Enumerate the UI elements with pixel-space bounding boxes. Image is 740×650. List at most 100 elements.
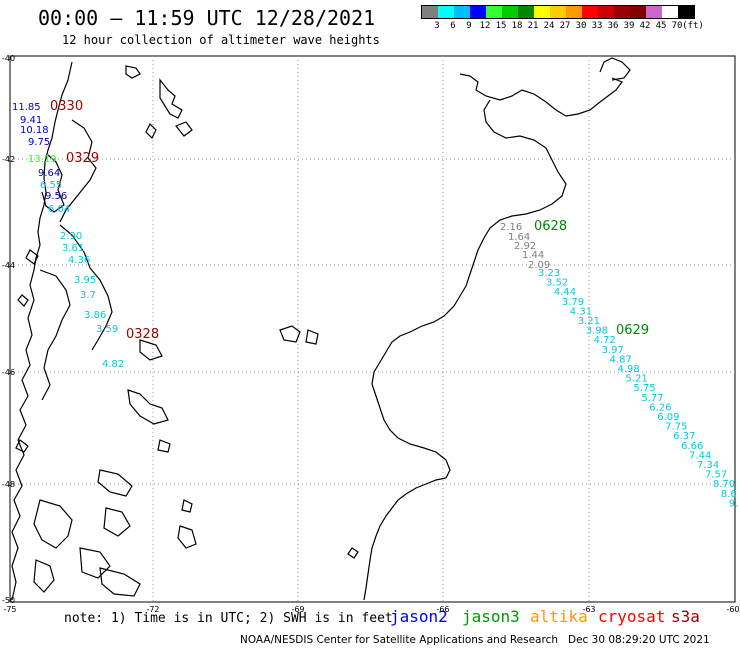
- longitude-label: -69: [291, 605, 304, 614]
- wave-height-value: 3.95: [74, 275, 96, 286]
- scale-label: 6: [450, 21, 456, 31]
- scale-swatch: [470, 6, 486, 18]
- wave-height-value: 11.85: [12, 102, 41, 113]
- wave-height-value: 5.77: [641, 393, 663, 404]
- credit-line: NOAA/NESDIS Center for Satellite Applica…: [240, 634, 710, 646]
- map-title: 00:00 – 11:59 UTC 12/28/2021: [38, 6, 376, 30]
- wave-height-value: 10.18: [20, 125, 49, 136]
- wave-height-value: 3.97: [602, 345, 624, 356]
- color-scale-legend: 3 6 9 12 15 18 21 24 27 30 33 36 39 42 45 70 (ft): [421, 5, 704, 31]
- scale-label: 70: [671, 21, 683, 31]
- latitude-label: -42: [2, 155, 15, 164]
- wave-height-value: 6.26: [649, 402, 671, 413]
- scale-swatch: [534, 6, 550, 18]
- pass-time-label: 0330: [50, 99, 83, 114]
- wave-height-value: 3.98: [586, 326, 608, 337]
- scale-label: 15: [495, 21, 507, 31]
- wave-height-value: 6.04: [48, 204, 70, 215]
- credit-text: NOAA/NESDIS Center for Satellite Applica…: [240, 634, 558, 646]
- wave-height-value: 3.79: [562, 297, 584, 308]
- pass-time-label: 0629: [616, 323, 649, 338]
- wave-height-value: 9.64: [38, 168, 60, 179]
- wave-height-value: 4.87: [610, 354, 632, 365]
- pass-time-label: 0628: [534, 219, 567, 234]
- wave-height-value: 9.75: [28, 137, 50, 148]
- satellite-legend-item: s3a: [671, 607, 700, 626]
- scale-label: 9: [466, 21, 472, 31]
- generated-timestamp: Dec 30 08:29:20 UTC 2021: [568, 634, 710, 646]
- scale-swatch: [422, 6, 438, 18]
- wave-height-value: 3.23: [538, 268, 560, 279]
- wave-height-value: 7.34: [697, 460, 719, 471]
- graticule: [10, 56, 735, 602]
- wave-height-value: 2.09: [528, 260, 550, 271]
- footer-note: note: 1) Time is in UTC; 2) SWH is in fe…: [64, 611, 393, 626]
- scale-label: (ft): [682, 21, 704, 31]
- wave-height-value: 6.66: [681, 441, 703, 452]
- latitude-label: -40: [2, 54, 15, 63]
- latitude-label: -44: [2, 261, 15, 270]
- scale-label: 18: [511, 21, 523, 31]
- color-scale-labels: 3 6 9 12 15 18 21 24 27 30 33 36 39 42 45 70 (ft): [421, 19, 704, 31]
- axis-labels: -40 -42 -44 -46 -48 -50-75 -72 -69 -66 -63 -60: [2, 54, 740, 614]
- longitude-label: -63: [582, 605, 595, 614]
- wave-height-value: 4.72: [594, 335, 616, 346]
- satellite-legend-item: cryosat: [598, 607, 666, 626]
- scale-swatch: [486, 6, 502, 18]
- wave-height-value: 6.37: [673, 431, 695, 442]
- scale-swatch: [646, 6, 662, 18]
- scale-swatch: [518, 6, 534, 18]
- satellite-legend-item: jason3: [462, 607, 520, 626]
- wave-height-value: 4.82: [102, 359, 124, 370]
- wave-height-value: 7.75: [665, 422, 687, 433]
- longitude-label: -66: [436, 605, 449, 614]
- wave-height-value: 3.21: [578, 316, 600, 327]
- wave-height-value: 2.16: [500, 222, 522, 233]
- satellite-legend-item: altika: [530, 607, 588, 626]
- scale-swatch: [550, 6, 566, 18]
- wave-height-value: 3.7: [80, 290, 96, 301]
- longitude-label: -72: [146, 605, 159, 614]
- scale-swatch: [630, 6, 646, 18]
- scale-label: 42: [639, 21, 651, 31]
- latitude-label: -48: [2, 480, 15, 489]
- wave-height-value: 6.55: [40, 180, 62, 191]
- wave-height-value: 5.21: [625, 374, 647, 385]
- wave-height-value: 7.44: [689, 450, 711, 461]
- wave-height-value: 8.6: [721, 489, 737, 500]
- wave-height-value: 3.86: [84, 310, 106, 321]
- wave-height-value: 9.: [729, 498, 739, 509]
- scale-label: 12: [479, 21, 491, 31]
- wave-height-value: 9.41: [20, 115, 42, 126]
- scale-swatch: [454, 6, 470, 18]
- wave-height-value: 4.44: [554, 287, 576, 298]
- coastline-argentina: [363, 57, 631, 601]
- scale-label: 24: [543, 21, 555, 31]
- wave-height-value: 2.90: [60, 231, 82, 242]
- latitude-label: -46: [2, 368, 15, 377]
- satellite-legend-item: jason2: [390, 607, 448, 626]
- map-frame: [9, 55, 736, 603]
- wave-height-value: 8.70: [713, 479, 735, 490]
- scale-label: 27: [559, 21, 571, 31]
- wave-height-value: 1.64: [508, 232, 530, 243]
- scale-swatch: [566, 6, 582, 18]
- scale-swatch: [678, 6, 694, 18]
- latitude-label: -50: [2, 596, 15, 605]
- scale-label: 39: [623, 21, 635, 31]
- scale-label: 3: [434, 21, 440, 31]
- wave-height-value: 2.92: [514, 241, 536, 252]
- scale-swatch: [614, 6, 630, 18]
- scale-label: 33: [591, 21, 603, 31]
- coastline-chile: [11, 61, 359, 601]
- scale-swatch: [582, 6, 598, 18]
- wave-height-value: 6.09: [657, 412, 679, 423]
- scale-swatch: [502, 6, 518, 18]
- wave-height-value: 5.75: [633, 383, 655, 394]
- color-scale-bar: [421, 5, 695, 19]
- wave-height-value: 3.59: [96, 324, 118, 335]
- map-subtitle: 12 hour collection of altimeter wave hei…: [62, 33, 380, 47]
- pass-time-label: 0328: [126, 327, 159, 342]
